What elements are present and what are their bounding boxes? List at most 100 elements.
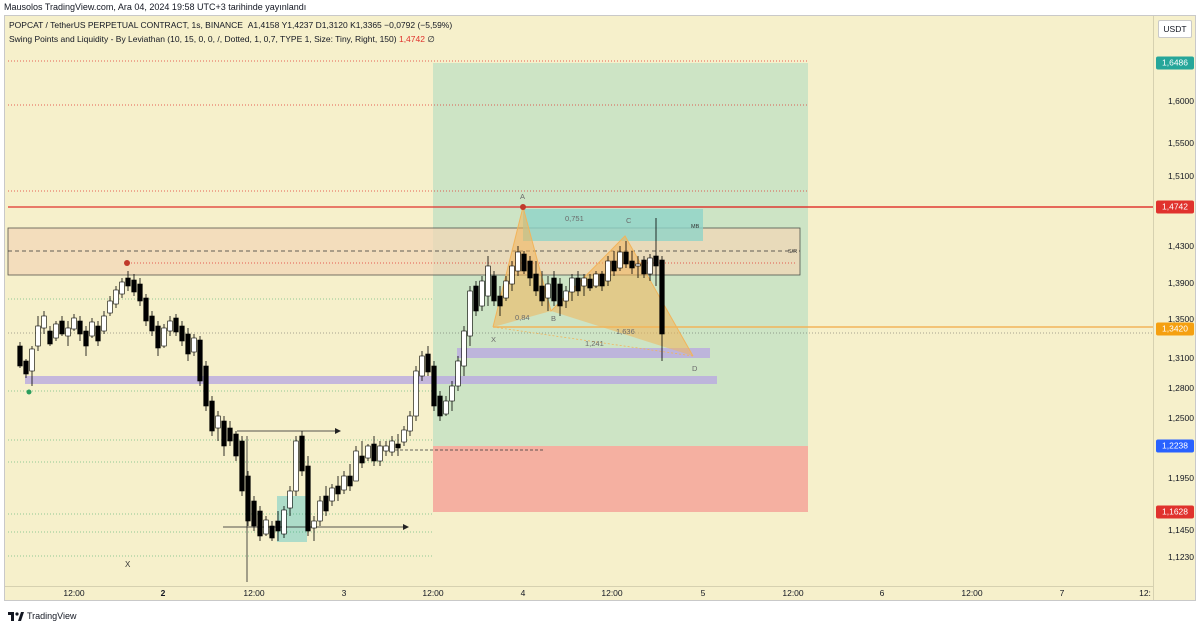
candle-body [185,333,191,355]
candle-body [149,315,155,332]
tradingview-brand: TradingView [27,611,77,621]
tradingview-logo-icon [8,611,24,621]
symbol-title[interactable]: POPCAT / TetherUS PERPETUAL CONTRACT, 1s… [9,20,243,30]
indicator-legend: Swing Points and Liquidity - By Leviatha… [9,34,435,45]
candle-body [587,278,593,289]
candle-body [119,281,125,295]
footer: TradingView [0,606,1200,627]
ohlc-values: A1,4158 Y1,4237 D1,3120 K1,3365 −0,0792 … [247,20,453,30]
indicator-title[interactable]: Swing Points and Liquidity - By Leviatha… [9,34,397,44]
candle-body [311,520,317,529]
candle-body [377,445,383,462]
candle-body [569,277,575,293]
price-label: 1,1230 [1168,552,1194,562]
price-tag: 1,3420 [1156,322,1194,336]
candle-body [269,525,275,539]
candle-body [563,290,569,302]
candle-body [89,321,95,337]
candle-body [227,427,233,442]
indicator-suffix: ∅ [427,34,435,44]
candle-body [41,315,47,329]
price-label: 1,2800 [1168,383,1194,393]
candle-body [167,320,173,332]
candle-body [515,251,521,272]
candle-body [161,327,167,347]
price-label: 1,3500 [1168,314,1194,324]
candle-body [83,330,89,347]
candle-body [155,325,161,349]
candle-body [437,395,443,417]
price-axis[interactable]: USDT 1,6000 1,5500 1,5100 1,4300 1,3900 1,350… [1153,16,1195,600]
price-label: 1,2500 [1168,413,1194,423]
candle-body [617,251,623,269]
symbol-legend: POPCAT / TetherUS PERPETUAL CONTRACT, 1s… [9,20,452,30]
candle-body [275,520,281,532]
currency-button[interactable]: USDT [1158,20,1192,38]
time-label: 12:00 [961,588,983,598]
chart-plot-area[interactable]: A B C D X 0,84 0,751 1,636 1,241 MB S/R X POPCAT / … [5,16,1153,586]
chart-canvas[interactable]: A B C D X 0,84 0,751 1,636 1,241 MB S/R X [5,16,1153,586]
ratio-ac-label: 0,751 [565,214,584,223]
candle-body [605,260,611,282]
candle-body [545,283,551,299]
candle-body [491,275,497,302]
indicator-value: 1,4742 [398,34,425,44]
candle-body [113,289,119,305]
ratio-xd-label: 1,241 [585,339,604,348]
time-axis[interactable]: 12:00 2 12:00 3 12:00 4 12:00 5 12:00 6 12:00 7 12: [5,586,1153,600]
candle-body [497,295,503,307]
candle-body [509,265,515,285]
time-label: 7 [1059,588,1065,598]
time-label: 12:00 [601,588,623,598]
point-d-label: D [692,364,698,373]
published-info: Mausolos TradingView.com, Ara 04, 2024 1… [0,0,1200,14]
candle-body [77,320,83,335]
candle-body [419,355,425,377]
candle-body [629,260,635,269]
price-label: 1,3100 [1168,353,1194,363]
candle-body [557,283,563,307]
price-tag: 1,2238 [1156,439,1194,453]
candle-body [323,495,329,512]
price-tag: 1,1628 [1156,505,1194,519]
candle-body [197,339,203,382]
candle-body [485,265,491,297]
price-label: 1,4300 [1168,241,1194,251]
candle-body [461,330,467,367]
time-label: 4 [520,588,526,598]
candle-body [59,320,65,335]
candle-body [335,485,341,495]
swing-low-dot [26,389,32,395]
price-tag: 1,4742 [1156,200,1194,214]
candle-body [71,317,77,330]
candle-body [203,365,209,407]
candle-body [611,260,617,272]
candle-body [329,487,335,502]
candle-body [359,455,365,464]
candle-body [287,490,293,509]
tradingview-logo[interactable]: TradingView [8,611,77,621]
candle-body [635,263,641,267]
candle-body [257,510,263,537]
candle-body [299,435,305,472]
arrow-head [403,524,409,530]
candle-body [371,443,377,462]
candle-body [29,348,35,372]
candle-body [221,420,227,447]
candle-body [47,330,53,345]
candle-body [431,365,437,407]
candle-body [245,475,251,522]
candle-body [449,385,455,402]
chart-frame[interactable]: A B C D X 0,84 0,751 1,636 1,241 MB S/R X POPCAT / … [4,15,1196,601]
candle-body [647,257,653,275]
candle-body [395,443,401,449]
candle-body [389,440,395,453]
candle-body [239,440,245,492]
time-label: 5 [700,588,706,598]
candle-body [551,277,557,302]
candle-body [347,475,353,487]
candle-body [455,360,461,387]
pattern-xd [492,326,694,357]
candle-body [23,360,29,375]
candle-body [581,277,587,287]
